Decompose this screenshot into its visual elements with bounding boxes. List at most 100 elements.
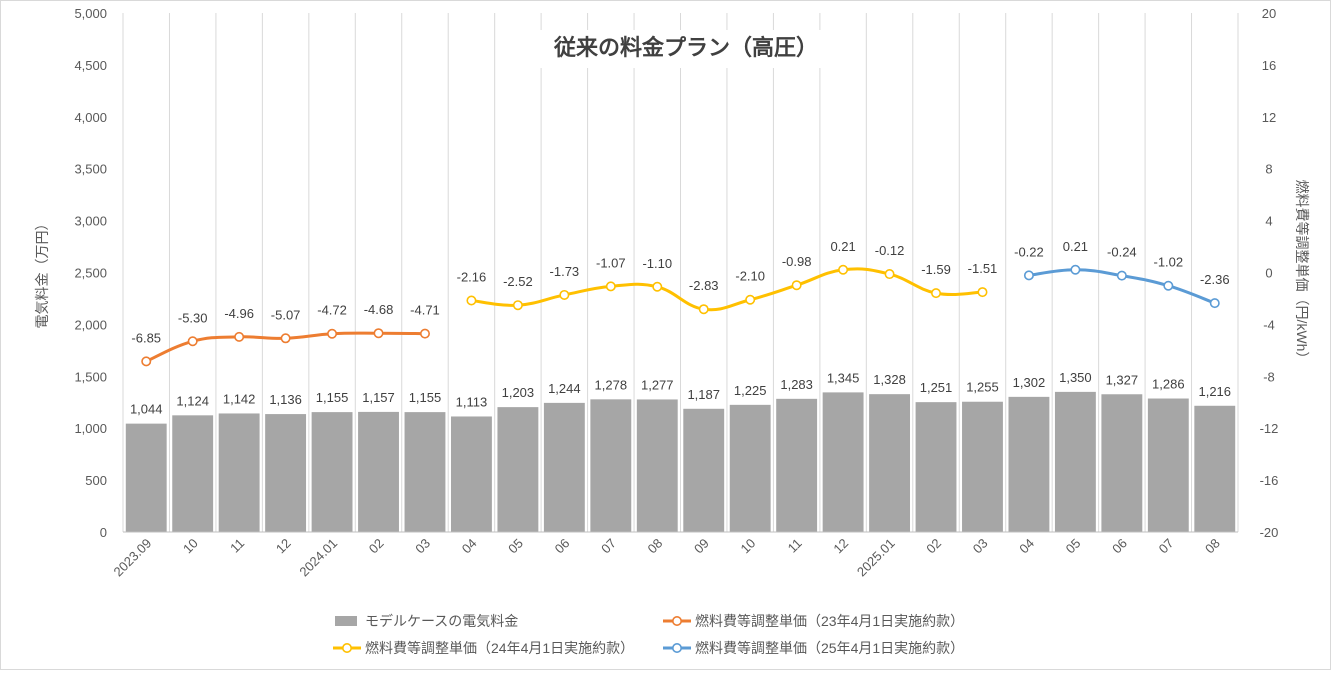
- y-axis-left-title: 電気料金（万円）: [34, 217, 50, 329]
- line-point: [977, 287, 988, 298]
- chart-title-group: 従来の料金プラン（高圧）: [535, 30, 837, 68]
- bar-data-label: 1,225: [734, 383, 767, 398]
- y-right-tick-label: -16: [1260, 473, 1279, 488]
- y-right-tick-label: 12: [1262, 110, 1276, 125]
- line-data-label: -1.10: [642, 256, 672, 271]
- y-left-tick-label: 500: [85, 473, 107, 488]
- line-data-label: -2.83: [689, 278, 719, 293]
- bar: [636, 399, 678, 532]
- y-right-tick-label: 0: [1265, 266, 1272, 281]
- x-tick-label: 11: [227, 536, 247, 556]
- legend-swatch-bar: [335, 616, 357, 626]
- bar-data-label: 1,136: [269, 392, 302, 407]
- legend-item: 燃料費等調整単価（23年4月1日実施約款）: [663, 613, 964, 629]
- bar: [1194, 405, 1236, 532]
- line-data-label: -0.98: [782, 254, 812, 269]
- line-data-label: -1.51: [968, 261, 998, 276]
- bar-data-label: 1,345: [827, 370, 860, 385]
- line-point: [187, 336, 198, 347]
- chart-title: 従来の料金プラン（高圧）: [553, 35, 818, 60]
- x-tick-label: 06: [1109, 536, 1130, 557]
- line-data-label: -2.52: [503, 274, 533, 289]
- bar-data-label: 1,251: [920, 380, 953, 395]
- x-tick-label: 2025.01: [854, 536, 898, 580]
- line-point: [280, 333, 291, 344]
- legend-swatch-marker: [671, 642, 682, 653]
- y-right-tick-label: -8: [1263, 369, 1275, 384]
- x-tick-label: 2023.09: [111, 536, 155, 580]
- legend-label: 燃料費等調整単価（23年4月1日実施約款）: [695, 613, 964, 629]
- line-data-label: -4.68: [364, 302, 394, 317]
- line-data-label: -1.73: [550, 264, 580, 279]
- bar-data-label: 1,113: [456, 394, 488, 409]
- bar: [450, 416, 492, 532]
- bar: [590, 399, 632, 532]
- x-tick-label: 11: [785, 536, 805, 556]
- bar-data-label: 1,155: [316, 390, 349, 405]
- y-right-tick-label: 16: [1262, 58, 1276, 73]
- bar: [1054, 391, 1096, 532]
- bar: [729, 404, 771, 532]
- bar-data-label: 1,142: [223, 391, 256, 406]
- bar-series: [125, 391, 1236, 532]
- bar-data-label: 1,124: [176, 393, 209, 408]
- y-right-tick-label: 20: [1262, 6, 1276, 21]
- legend-label: 燃料費等調整単価（25年4月1日実施約款）: [695, 640, 964, 656]
- bar-data-labels: 1,044 1,124 1,142 1,136 1,155 1,157 1,155 1,113…: [130, 370, 1231, 417]
- legend-item: 燃料費等調整単価（24年4月1日実施約款）: [333, 640, 634, 656]
- line-point: [373, 328, 384, 339]
- x-tick-label: 12: [273, 536, 294, 557]
- y-axis-right-title: 燃料費等調整単価（円/kWh）: [1294, 180, 1310, 366]
- line-series: -6.85 -5.30 -4.96 -5.07 -4.72 -4.68 -4.71 -2.16…: [131, 239, 1230, 367]
- line-point: [884, 269, 895, 280]
- line-point: [512, 300, 523, 311]
- x-tick-label: 07: [598, 536, 619, 557]
- line-data-label: -5.07: [271, 307, 301, 322]
- x-tick-label: 02: [366, 536, 387, 557]
- bar-data-label: 1,302: [1013, 375, 1046, 390]
- legend: モデルケースの電気料金 燃料費等調整単価（23年4月1日実施約款） 燃料費等調整単価…: [333, 613, 964, 656]
- y-left-tick-label: 3,500: [74, 162, 107, 177]
- x-tick-label: 2024.01: [296, 536, 340, 580]
- line-data-label: -5.30: [178, 310, 208, 325]
- bar: [1101, 394, 1143, 532]
- line-data-label: -4.96: [224, 306, 254, 321]
- y-right-tick-label: 8: [1265, 162, 1272, 177]
- line-data-label: -6.85: [131, 330, 161, 345]
- y-left-tick-label: 1,000: [74, 421, 107, 436]
- line-data-label: -0.24: [1107, 245, 1137, 260]
- line-point: [419, 328, 430, 339]
- y-left-tick-label: 0: [100, 525, 107, 540]
- x-tick-label: 03: [412, 536, 433, 557]
- line-point: [1163, 280, 1174, 291]
- y-left-tick-label: 3,000: [74, 214, 107, 229]
- line-point: [698, 304, 709, 315]
- bar: [265, 414, 307, 532]
- x-tick-label: 06: [552, 536, 573, 557]
- x-tick-label: 10: [737, 536, 758, 557]
- bar-data-label: 1,277: [641, 377, 674, 392]
- legend-swatch-marker: [341, 642, 352, 653]
- x-tick-label: 08: [645, 536, 666, 557]
- x-tick-label: 07: [1156, 536, 1177, 557]
- bar-data-label: 1,044: [130, 402, 163, 417]
- line-point: [1116, 270, 1127, 281]
- line-data-label: -1.59: [921, 262, 951, 277]
- bar: [683, 408, 725, 532]
- line-point: [791, 280, 802, 291]
- bar-data-label: 1,278: [595, 377, 628, 392]
- bar: [497, 407, 539, 532]
- legend-label: モデルケースの電気料金: [365, 613, 518, 629]
- line-point: [466, 295, 477, 306]
- line-data-label: -0.12: [875, 243, 905, 258]
- line-data-label: -4.71: [410, 303, 440, 318]
- bar: [358, 411, 399, 532]
- bar-data-label: 1,216: [1198, 384, 1231, 399]
- line-point: [745, 294, 756, 305]
- bar: [962, 401, 1003, 532]
- y-right-tick-label: 4: [1265, 214, 1272, 229]
- gridlines: [122, 13, 1239, 532]
- bar-data-label: 1,255: [966, 380, 999, 395]
- x-tick-label: 08: [1202, 536, 1223, 557]
- bar-data-label: 1,283: [780, 377, 813, 392]
